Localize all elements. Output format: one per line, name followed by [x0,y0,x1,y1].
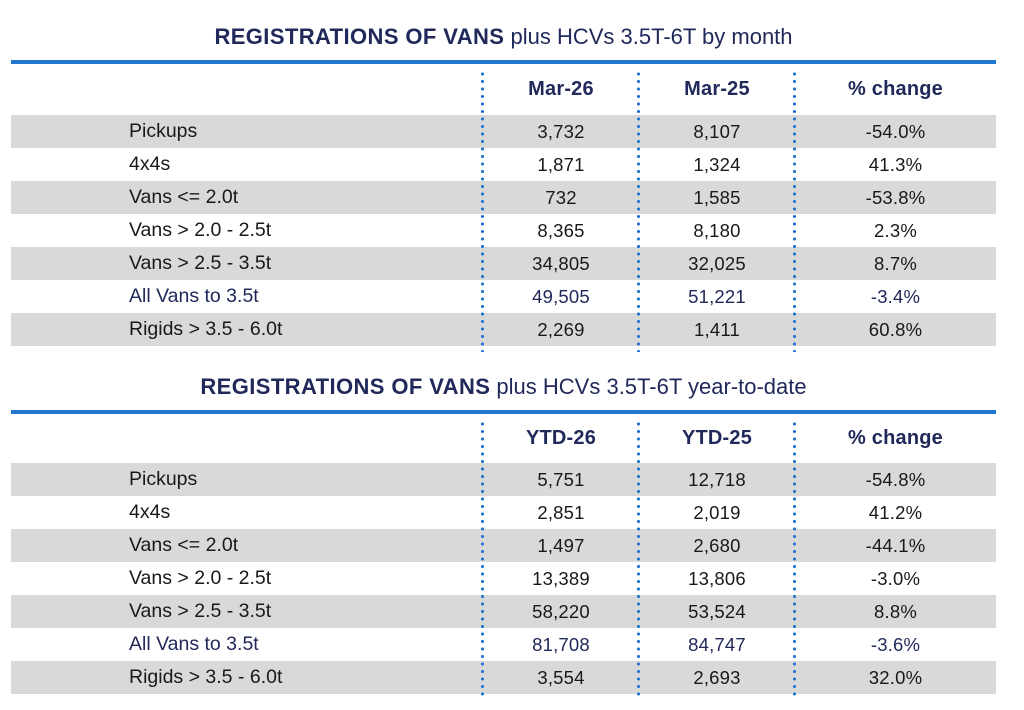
header-previous-ytd: YTD-25 [681,427,753,449]
row-label: Vans <= 2.0t [129,534,239,556]
ytd-table-title-bold: REGISTRATIONS OF VANS [200,374,491,399]
value-pct-change: -44.1% [865,534,926,556]
header-current-month: Mar-26 [528,78,594,100]
ytd-table-title: REGISTRATIONS OF VANS plus HCVs 3.5T-6T … [11,346,996,402]
monthly-table-title-bold: REGISTRATIONS OF VANS [214,24,505,49]
value-previous: 51,221 [688,285,746,307]
row-label: Vans > 2.0 - 2.5t [129,219,272,241]
row-label: Pickups [129,120,198,142]
table-row-vans-le-2t: Vans <= 2.0t 1,497 2,680 -44.1% [11,529,996,562]
value-previous: 2,680 [693,534,741,556]
table-row-vans-le-2t: Vans <= 2.0t 732 1,585 -53.8% [11,181,996,214]
value-pct-change: 8.8% [874,600,917,622]
value-pct-change: -54.8% [865,468,926,490]
table-row-vans-25-35t: Vans > 2.5 - 3.5t 58,220 53,524 8.8% [11,595,996,628]
row-label: All Vans to 3.5t [129,633,259,655]
table-row-vans-25-35t: Vans > 2.5 - 3.5t 34,805 32,025 8.7% [11,247,996,280]
value-current: 3,554 [537,666,585,688]
value-current: 2,269 [537,318,585,340]
ytd-header-row: YTD-26 YTD-25 % change [11,414,996,463]
value-current: 8,365 [537,219,585,241]
value-pct-change: -3.6% [870,633,921,655]
monthly-header-row: Mar-26 Mar-25 % change [11,64,996,115]
row-label: All Vans to 3.5t [129,285,259,307]
value-previous: 2,693 [693,666,741,688]
value-previous: 2,019 [693,501,741,523]
row-label: Rigids > 3.5 - 6.0t [129,318,283,340]
value-pct-change: -3.0% [870,567,921,589]
header-pct-change: % change [848,427,943,449]
value-current: 13,389 [532,567,590,589]
value-pct-change: -3.4% [870,285,921,307]
value-pct-change: 2.3% [874,219,917,241]
table-row-pickups: Pickups 5,751 12,718 -54.8% [11,463,996,496]
value-previous: 32,025 [688,252,746,274]
row-label: Vans <= 2.0t [129,186,239,208]
ytd-table-title-rest: plus HCVs 3.5T-6T year-to-date [490,374,807,399]
row-label: 4x4s [129,501,171,523]
monthly-title-rule [11,60,996,64]
table-row-rigids: Rigids > 3.5 - 6.0t 3,554 2,693 32.0% [11,661,996,694]
value-previous: 1,411 [694,318,740,340]
row-label: 4x4s [129,153,171,175]
table-row-rigids: Rigids > 3.5 - 6.0t 2,269 1,411 60.8% [11,313,996,346]
value-previous: 12,718 [688,468,746,490]
value-current: 3,732 [537,120,585,142]
table-row-vans-2-25t: Vans > 2.0 - 2.5t 13,389 13,806 -3.0% [11,562,996,595]
value-pct-change: 8.7% [874,252,917,274]
value-current: 58,220 [532,600,590,622]
value-previous: 1,585 [693,186,741,208]
value-previous: 8,180 [693,219,741,241]
ytd-title-rule [11,410,996,414]
value-current: 732 [545,186,577,208]
row-label: Vans > 2.5 - 3.5t [129,252,272,274]
value-previous: 8,107 [693,120,741,142]
value-previous: 13,806 [688,567,746,589]
value-pct-change: 60.8% [868,318,923,340]
value-previous: 53,524 [688,600,746,622]
header-current-ytd: YTD-26 [525,427,597,449]
table-row-pickups: Pickups 3,732 8,107 -54.0% [11,115,996,148]
row-label: Pickups [129,468,198,490]
row-label: Vans > 2.0 - 2.5t [129,567,272,589]
value-current: 49,505 [532,285,590,307]
value-pct-change: 41.2% [868,501,923,523]
ytd-registrations-table: REGISTRATIONS OF VANS plus HCVs 3.5T-6T … [11,346,996,700]
monthly-table-title: REGISTRATIONS OF VANS plus HCVs 3.5T-6T … [11,0,996,52]
value-current: 34,805 [532,252,590,274]
value-pct-change: 41.3% [868,153,923,175]
header-pct-change: % change [848,78,943,100]
header-previous-month: Mar-25 [684,78,750,100]
row-label: Vans > 2.5 - 3.5t [129,600,272,622]
value-current: 2,851 [537,501,585,523]
monthly-table-title-rest: plus HCVs 3.5T-6T by month [504,24,793,49]
ytd-table-body: YTD-26 YTD-25 % change Pickups 5,751 12,… [11,414,996,700]
table-row-4x4s: 4x4s 2,851 2,019 41.2% [11,496,996,529]
monthly-table-body: Mar-26 Mar-25 % change Pickups 3,732 8,1… [11,64,996,352]
value-pct-change: -53.8% [865,186,926,208]
table-row-vans-2-25t: Vans > 2.0 - 2.5t 8,365 8,180 2.3% [11,214,996,247]
row-label: Rigids > 3.5 - 6.0t [129,666,283,688]
table-row-all-vans-total: All Vans to 3.5t 49,505 51,221 -3.4% [11,280,996,313]
table-row-4x4s: 4x4s 1,871 1,324 41.3% [11,148,996,181]
value-current: 81,708 [532,633,590,655]
value-previous: 84,747 [688,633,746,655]
monthly-registrations-table: REGISTRATIONS OF VANS plus HCVs 3.5T-6T … [11,0,996,352]
value-current: 5,751 [537,468,585,490]
value-current: 1,497 [537,534,585,556]
value-pct-change: 32.0% [868,666,923,688]
value-previous: 1,324 [693,153,741,175]
value-current: 1,871 [537,153,585,175]
table-row-all-vans-total: All Vans to 3.5t 81,708 84,747 -3.6% [11,628,996,661]
value-pct-change: -54.0% [865,120,926,142]
